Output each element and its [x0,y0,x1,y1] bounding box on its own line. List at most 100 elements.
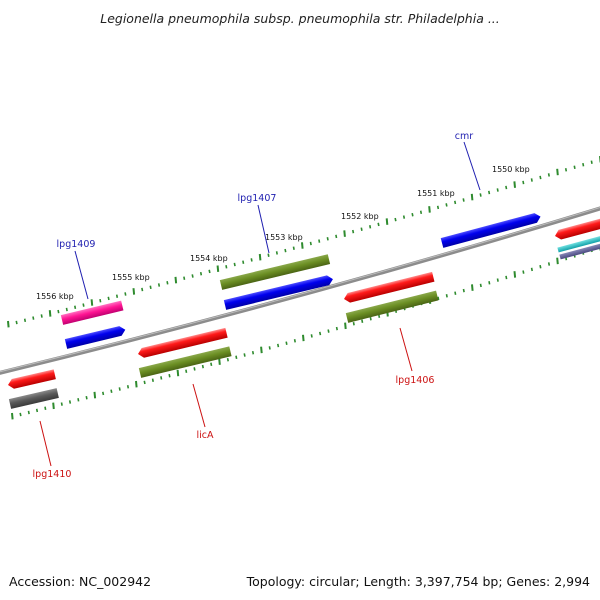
tick-mark [470,193,474,201]
tick-mark [40,314,43,318]
tick-mark [590,160,593,164]
reverse-tick-row [11,244,600,420]
tick-mark [394,217,397,222]
tick-mark [216,265,220,272]
tick-mark [35,408,39,413]
gene-block-olive-lica[interactable] [138,346,232,378]
kbp-label: 1554 kbp [190,254,228,263]
tick-mark [547,262,551,266]
tick-mark [361,319,364,323]
tick-mark [118,387,121,391]
tick-mark [454,291,457,295]
gene-label-cmr[interactable]: cmr [455,131,473,142]
tick-mark [60,402,63,406]
gene-label-lpg1407[interactable]: lpg1407 [238,193,277,204]
tick-mark [445,203,448,207]
tick-mark [302,334,305,342]
tick-mark [462,288,465,293]
tick-mark [90,299,94,306]
tick-mark [11,412,14,420]
tick-mark [471,284,474,291]
gene-arrow-lpg1407[interactable] [223,274,334,310]
tick-mark [74,305,77,310]
tick-mark [318,239,321,243]
tick-mark [191,274,194,278]
tick-mark [530,267,533,272]
tick-mark [539,264,542,269]
tick-mark [411,212,414,217]
gene-label-lpg1410[interactable]: lpg1410 [33,469,72,480]
tick-mark [319,331,322,336]
tick-mark [168,373,171,378]
tick-mark [7,320,10,328]
tick-mark [68,400,72,404]
tick-mark [126,385,130,389]
gene-block-olive-upper[interactable] [219,254,331,290]
summary-text: Topology: circular; Length: 3,397,754 bp… [246,574,590,589]
tick-mark [445,294,448,298]
tick-mark [199,271,203,276]
tick-mark [513,271,517,278]
tick-mark [505,275,508,280]
tick-mark [547,173,550,177]
tick-mark [193,367,196,371]
tick-mark [77,398,80,402]
tick-mark [522,180,525,185]
tick-mark [243,353,246,357]
gene-arrow-lica[interactable] [137,327,228,359]
map-title: Legionella pneumophila subsp. pneumophil… [100,11,500,26]
tick-mark [268,346,271,350]
genome-backbone-highlight [0,206,600,373]
gene-block-edge-cyan[interactable] [557,232,600,253]
tick-mark [352,321,355,326]
tick-mark [99,298,102,303]
tick-mark [293,339,296,343]
tick-mark [310,334,313,338]
tick-mark [573,165,576,170]
tick-mark [44,406,47,411]
tick-mark [437,296,440,301]
tick-mark [556,257,559,265]
kbp-label: 1555 kbp [112,273,150,282]
gene-arrow-cmr[interactable] [440,212,542,248]
tick-mark [326,237,329,241]
gene-label-lpg1409[interactable]: lpg1409 [57,239,96,250]
tick-mark [208,269,211,274]
kbp-labels: 1556 kbp 1555 kbp 1554 kbp 1553 kbp 1552… [36,165,530,301]
tick-mark [479,193,482,197]
tick-mark [344,322,347,330]
gene-block-edge-slate[interactable] [559,239,600,260]
gene-label-lica[interactable]: licA [196,430,214,441]
tick-mark [360,227,363,231]
tick-mark [377,222,380,227]
tick-mark [183,276,186,280]
tick-mark [436,205,440,210]
gene-block-olive-lpg1406[interactable] [345,290,439,323]
gene-arrow-edge-red[interactable] [554,215,600,241]
tick-mark [93,391,97,399]
tick-mark [110,389,113,393]
kbp-label: 1551 kbp [417,189,455,198]
gene-arrow-lpg1406[interactable] [343,271,435,304]
tick-mark [556,168,559,176]
tick-mark [102,391,105,396]
gene-label-lpg1406[interactable]: lpg1406 [396,375,435,386]
tick-mark [52,402,55,410]
tick-mark [235,355,238,360]
gene-arrow-lpg1410[interactable] [7,369,56,390]
tick-mark [513,181,516,188]
tick-mark [343,230,346,237]
tick-mark [143,380,146,385]
gene-block-pink[interactable] [60,300,124,325]
tick-mark [23,318,27,323]
tick-mark [218,358,221,365]
tick-mark [250,258,253,262]
gene-arrow-lpg1409[interactable] [64,325,127,349]
tick-mark [132,288,136,295]
gene-block-gray[interactable] [8,388,59,409]
tick-mark [210,362,213,367]
gene-labels: lpg1409 lpg1407 cmr lpg1410 licA lpg1406 [33,131,474,480]
tick-mark [260,346,263,354]
tick-mark [174,276,178,284]
